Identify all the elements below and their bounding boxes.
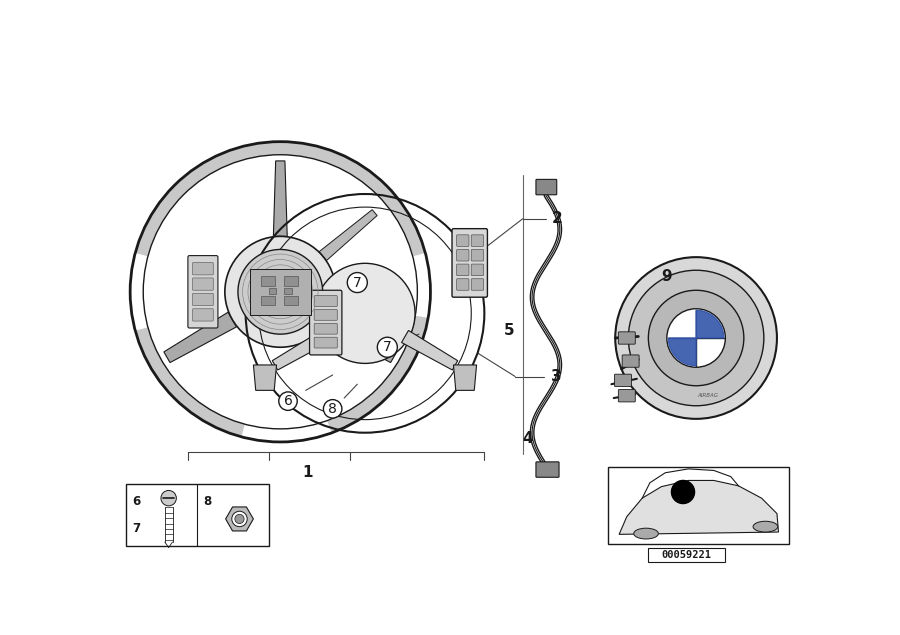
FancyBboxPatch shape (193, 293, 213, 305)
Text: 00059221: 00059221 (662, 550, 712, 560)
Text: 7: 7 (383, 340, 392, 354)
Text: 1: 1 (302, 465, 312, 480)
Circle shape (616, 257, 777, 419)
FancyBboxPatch shape (126, 485, 269, 546)
Text: 8: 8 (203, 495, 212, 508)
Polygon shape (328, 316, 428, 433)
FancyBboxPatch shape (269, 288, 276, 294)
FancyBboxPatch shape (261, 296, 274, 305)
Circle shape (315, 264, 415, 363)
Polygon shape (401, 330, 458, 370)
FancyBboxPatch shape (310, 290, 342, 355)
Polygon shape (669, 338, 696, 366)
Polygon shape (696, 311, 724, 338)
FancyBboxPatch shape (261, 276, 274, 286)
Circle shape (235, 514, 244, 524)
FancyBboxPatch shape (188, 256, 218, 328)
Polygon shape (135, 327, 245, 437)
FancyBboxPatch shape (622, 355, 639, 367)
FancyBboxPatch shape (314, 323, 338, 334)
Circle shape (671, 481, 695, 504)
FancyBboxPatch shape (618, 332, 635, 344)
Circle shape (323, 399, 342, 418)
FancyBboxPatch shape (314, 296, 338, 307)
Text: 4: 4 (522, 431, 533, 446)
FancyBboxPatch shape (456, 264, 469, 276)
FancyBboxPatch shape (472, 279, 483, 290)
FancyBboxPatch shape (456, 250, 469, 261)
Circle shape (667, 309, 725, 367)
FancyBboxPatch shape (472, 250, 483, 261)
Polygon shape (320, 210, 377, 260)
FancyBboxPatch shape (456, 279, 469, 290)
FancyBboxPatch shape (472, 264, 483, 276)
Ellipse shape (753, 521, 778, 532)
Polygon shape (619, 481, 778, 534)
FancyBboxPatch shape (472, 235, 483, 246)
Polygon shape (274, 161, 287, 236)
Text: AIRBAG: AIRBAG (698, 393, 718, 398)
Text: 6: 6 (132, 495, 140, 508)
FancyBboxPatch shape (284, 288, 292, 294)
Text: 8: 8 (328, 402, 338, 416)
FancyBboxPatch shape (314, 309, 338, 320)
Text: 6: 6 (284, 394, 292, 408)
FancyBboxPatch shape (536, 462, 559, 478)
FancyBboxPatch shape (193, 309, 213, 321)
Polygon shape (226, 507, 254, 531)
Circle shape (225, 236, 336, 347)
Polygon shape (324, 312, 397, 363)
FancyBboxPatch shape (284, 276, 298, 286)
Ellipse shape (634, 528, 659, 539)
Polygon shape (454, 365, 477, 391)
FancyBboxPatch shape (456, 235, 469, 246)
Polygon shape (135, 142, 426, 257)
FancyBboxPatch shape (536, 179, 557, 195)
Text: 5: 5 (504, 323, 514, 338)
Circle shape (648, 290, 743, 385)
FancyBboxPatch shape (618, 390, 635, 402)
Circle shape (279, 392, 297, 410)
Text: 3: 3 (551, 369, 562, 384)
FancyBboxPatch shape (249, 269, 311, 315)
FancyBboxPatch shape (193, 262, 213, 275)
FancyBboxPatch shape (608, 467, 788, 544)
Polygon shape (164, 312, 237, 363)
Circle shape (377, 337, 397, 358)
FancyBboxPatch shape (193, 278, 213, 290)
Text: 2: 2 (552, 211, 562, 226)
Circle shape (347, 272, 367, 293)
Text: 7: 7 (132, 523, 140, 535)
FancyBboxPatch shape (452, 229, 488, 297)
Circle shape (628, 271, 764, 406)
Polygon shape (254, 365, 276, 391)
FancyBboxPatch shape (314, 337, 338, 348)
Circle shape (161, 490, 176, 506)
Text: 9: 9 (661, 269, 671, 284)
Polygon shape (273, 330, 328, 370)
Text: 7: 7 (353, 276, 362, 290)
Circle shape (232, 511, 248, 526)
FancyBboxPatch shape (648, 548, 725, 562)
FancyBboxPatch shape (615, 374, 632, 387)
FancyBboxPatch shape (284, 296, 298, 305)
Circle shape (238, 250, 323, 334)
